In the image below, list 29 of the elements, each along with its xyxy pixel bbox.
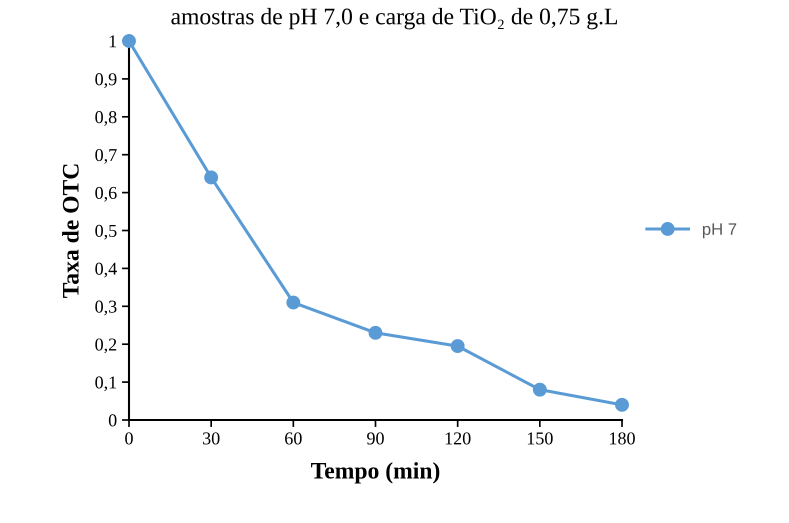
point [450, 339, 465, 354]
x-tick-label: 60 [285, 432, 302, 445]
y-tick-label: 0,7 [95, 148, 117, 164]
legend-label: pH 7 [702, 223, 736, 238]
chart-title: amostras de pH 7,0 e carga de TiO₂ de 0,75 g.L [171, 8, 617, 30]
y-tick-label: 0,6 [95, 186, 117, 202]
y-tick-label: 0,4 [95, 262, 117, 278]
y-tick-label: 0,1 [95, 376, 116, 392]
point [368, 326, 382, 340]
x-tick-label: 120 [446, 432, 471, 445]
y-tick-label: 0,9 [95, 73, 116, 88]
point [286, 296, 300, 310]
x-tick-label: 0 [125, 432, 133, 445]
point [532, 382, 547, 397]
y-tick-label: 0 [108, 414, 117, 426]
y-tick-label: 0,5 [95, 224, 116, 240]
x-tick-label: 30 [203, 432, 220, 445]
y-axis-title: Taxa de OTC [62, 164, 79, 298]
point [615, 398, 629, 412]
y-tick-label: 0,2 [95, 338, 116, 354]
y-tick-label: 0,8 [95, 111, 117, 126]
x-tick-label: 150 [528, 432, 553, 445]
point [122, 34, 136, 48]
point [204, 170, 218, 184]
x-axis-title: Tempo (min) [311, 462, 440, 484]
x-tick-label: 90 [367, 432, 384, 445]
y-tick-label: 1 [110, 35, 116, 48]
x-tick-label: 180 [610, 432, 635, 445]
y-tick-label: 0,3 [95, 300, 116, 316]
